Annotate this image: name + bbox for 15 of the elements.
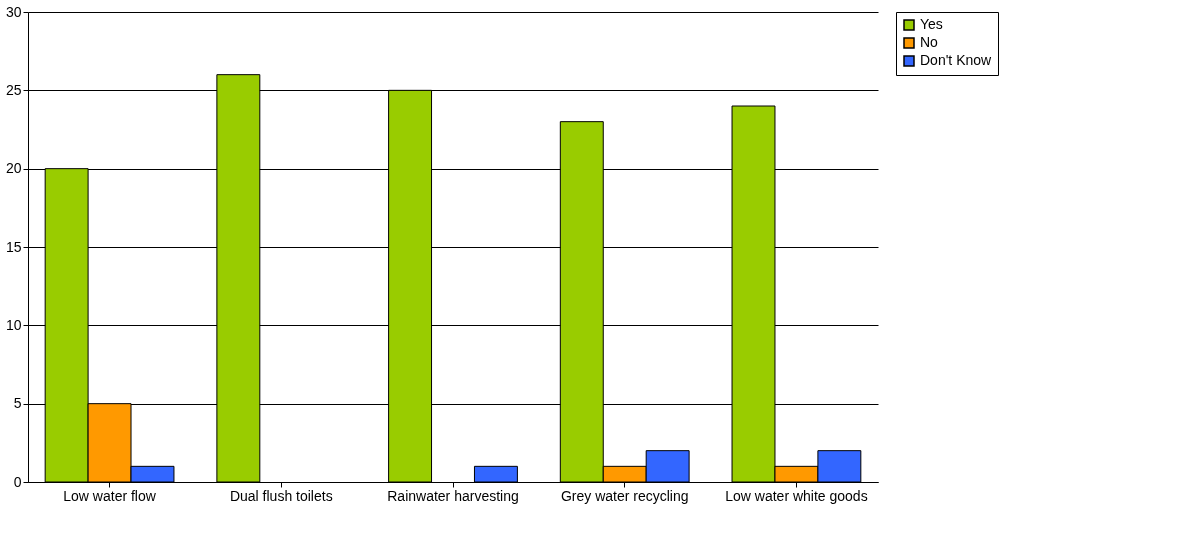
x-tick-label: Rainwater harvesting [387, 487, 519, 504]
y-tick-label: 30 [5, 3, 22, 20]
x-tick-label: Low water white goods [725, 487, 868, 504]
y-tick-label: 20 [5, 160, 22, 177]
y-tick-label: 0 [13, 473, 22, 490]
x-tick-label: Dual flush toilets [229, 487, 333, 504]
legend-label: Yes [920, 16, 943, 32]
legend-label: No [920, 34, 939, 50]
y-tick-label: 10 [5, 316, 22, 333]
y-tick-label: 25 [5, 81, 22, 98]
y-tick-label: 5 [13, 395, 22, 412]
x-tick-label: Grey water recycling [560, 487, 689, 504]
legend-label: Don't Know [920, 52, 993, 68]
x-tick-label: Low water flow [63, 487, 157, 504]
y-tick-label: 15 [5, 238, 22, 255]
